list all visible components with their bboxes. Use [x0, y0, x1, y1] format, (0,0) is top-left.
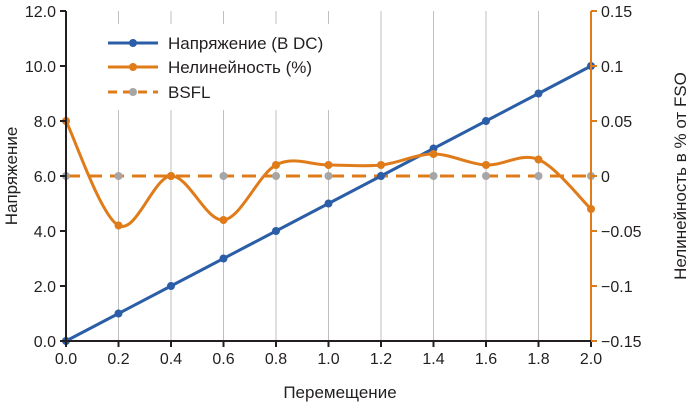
x-tick-label: 1.8 [527, 351, 549, 368]
x-axis-title: Перемещение [283, 383, 396, 402]
point-voltage [377, 172, 385, 180]
legend-item-nonlinearity: Нелинейность (%) [108, 58, 312, 77]
x-tick-label: 1.2 [370, 351, 392, 368]
y-right-tick-label: −0.1 [601, 279, 633, 296]
point-bsfl [324, 172, 333, 180]
point-nonlinearity [219, 216, 228, 224]
y-left-tick-label: 6.0 [34, 169, 56, 186]
y-right-tick-label: 0.1 [601, 59, 623, 76]
point-nonlinearity [324, 161, 333, 169]
y-right-tick-label: 0 [601, 169, 610, 186]
y-right-tick-label: 0.15 [601, 4, 632, 21]
x-tick-label: 0.6 [212, 351, 234, 368]
x-tick-label: 1.6 [475, 351, 497, 368]
point-voltage [534, 89, 543, 98]
point-voltage [167, 282, 175, 290]
series-line-nonlinearity [64, 120, 593, 228]
series-layer [62, 62, 595, 345]
point-nonlinearity [429, 150, 438, 158]
x-tick-label: 1.0 [317, 351, 339, 368]
point-voltage [429, 144, 438, 153]
legend-item-bsfl: BSFL [108, 83, 211, 102]
y-right-tick-label: 0.05 [601, 114, 632, 131]
point-voltage [272, 227, 280, 235]
point-voltage [114, 309, 123, 318]
x-tick-label: 0.8 [265, 351, 287, 368]
point-nonlinearity [272, 161, 280, 169]
legend-label-bsfl: BSFL [168, 83, 211, 102]
legend: Напряжение (В DC) Нелинейность (%) BSFL [98, 24, 366, 110]
x-tick-label: 0.4 [160, 351, 182, 368]
y-right-tick-label: −0.05 [601, 224, 642, 241]
point-nonlinearity [114, 221, 123, 230]
y-left-tick-label: 10.0 [25, 59, 56, 76]
x-tick-label: 0.2 [107, 351, 129, 368]
y-left-tick-label: 12.0 [25, 4, 56, 21]
point-bsfl [219, 172, 228, 180]
x-tick-label: 2.0 [580, 351, 602, 368]
y-left-tick-label: 2.0 [34, 279, 56, 296]
point-bsfl [429, 172, 438, 180]
point-voltage [324, 199, 333, 208]
y-left-tick-label: 4.0 [34, 224, 56, 241]
y-right-axis-title: Нелинейность в % от FSO [671, 72, 690, 280]
point-bsfl [534, 172, 543, 180]
axes-layer: 0.0 0.2 0.4 0.6 0.8 1.0 1.2 1.4 1.6 1.8 2.0 0.0 2.0 4… [25, 4, 642, 368]
point-nonlinearity [482, 161, 490, 169]
point-nonlinearity [167, 172, 175, 180]
point-voltage [219, 254, 228, 263]
y-left-tick-label: 0.0 [34, 334, 56, 351]
y-left-tick-label: 8.0 [34, 114, 56, 131]
legend-item-voltage: Напряжение (В DC) [108, 34, 323, 53]
point-bsfl [272, 172, 280, 180]
legend-label-nonlinearity: Нелинейность (%) [168, 58, 312, 77]
point-voltage [482, 117, 490, 125]
legend-label-voltage: Напряжение (В DC) [168, 34, 323, 53]
point-bsfl [114, 172, 123, 180]
point-nonlinearity [377, 161, 385, 169]
x-tick-label: 1.4 [422, 351, 444, 368]
y-right-tick-label: −0.15 [601, 334, 642, 351]
point-nonlinearity [534, 155, 543, 164]
y-left-axis-title: Напряжение [2, 127, 21, 226]
point-bsfl [482, 172, 490, 180]
x-tick-label: 0.0 [55, 351, 77, 368]
